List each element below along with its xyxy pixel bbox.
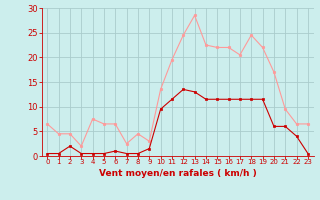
- X-axis label: Vent moyen/en rafales ( km/h ): Vent moyen/en rafales ( km/h ): [99, 169, 256, 178]
